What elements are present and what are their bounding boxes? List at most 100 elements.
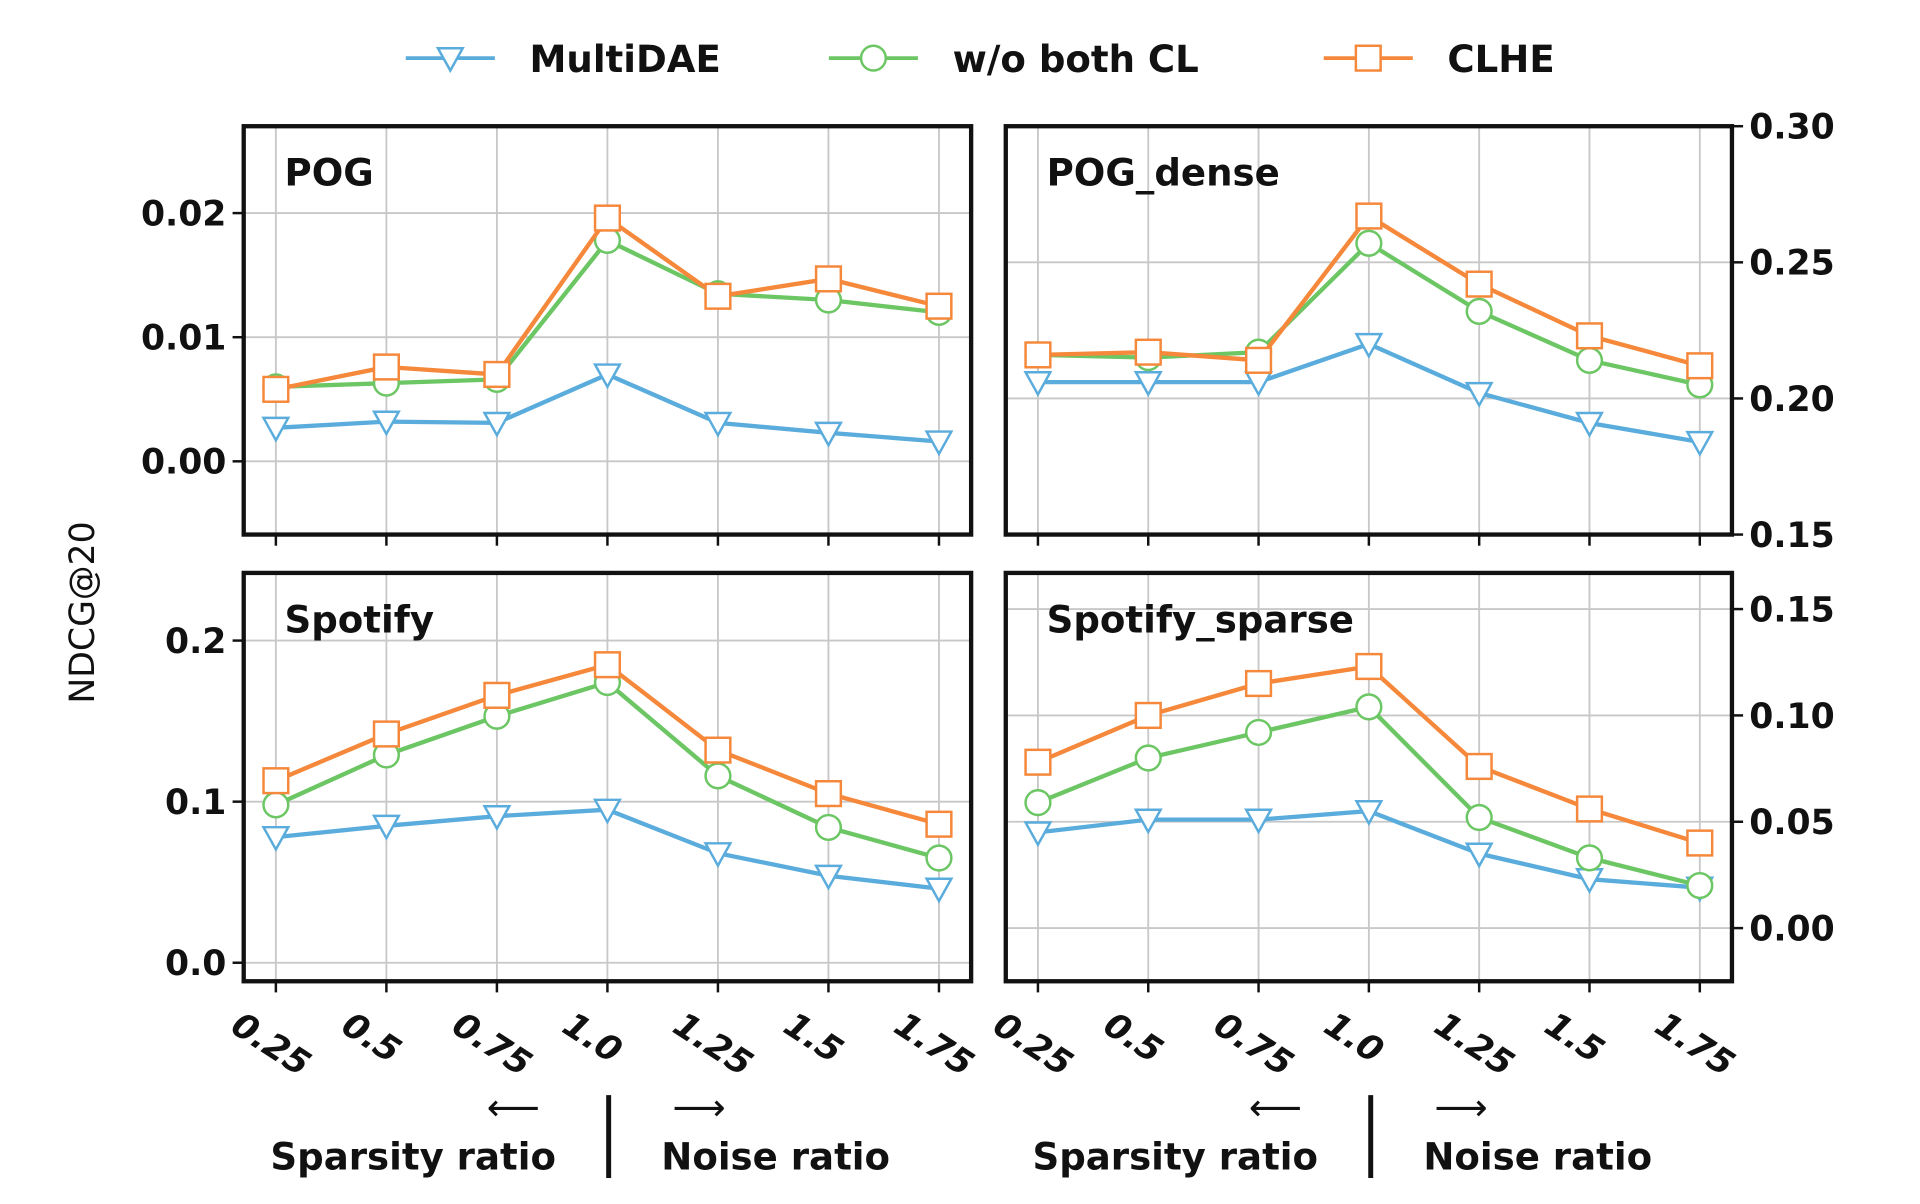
y-tick-label: 0.00 (1749, 909, 1834, 949)
data-point-triangle-down-icon (371, 410, 401, 437)
x-tick-label: 1.25 (666, 1005, 759, 1085)
series-square (262, 651, 953, 838)
data-point-square-icon (1686, 829, 1714, 857)
series-square (262, 204, 953, 403)
noise-ratio-label: Noise ratio (661, 1135, 890, 1178)
x-tick-label: 0.5 (334, 1005, 407, 1072)
panel-frame (241, 124, 974, 537)
data-point-square-icon (483, 360, 511, 389)
data-point-circle-icon (1575, 844, 1604, 872)
data-point-circle-icon (704, 762, 732, 790)
y-tick-label: 0.02 (141, 194, 226, 234)
x-tick-label: 0.25 (224, 1005, 317, 1085)
data-point-triangle-down-icon (1023, 370, 1053, 398)
x-tick-label: 1.0 (1317, 1005, 1390, 1072)
data-point-square-icon (925, 810, 953, 838)
series-triangle-down (1023, 332, 1715, 457)
x-tick-label: 0.75 (445, 1005, 538, 1085)
data-point-triangle-down-icon (813, 421, 843, 448)
data-point-square-icon (1465, 270, 1493, 298)
legend-label: w/o both CL (953, 38, 1199, 81)
panel-spotify-sparse: 0.25 0.5 0.75 1.0 1.25 1.5 1.75 0.00 0.05 0.10 0.1… (986, 570, 1835, 1085)
series-circle (1024, 693, 1714, 900)
data-point-triangle-down-icon (703, 411, 733, 438)
data-point-square-icon (1686, 352, 1714, 380)
y-axis-label: NDCG@20 (63, 521, 103, 703)
x-tick-label: 1.5 (777, 1005, 850, 1072)
data-point-triangle-down-icon (924, 877, 954, 904)
data-point-square-icon (262, 375, 290, 403)
noise-ratio-label: Noise ratio (1423, 1135, 1652, 1178)
data-point-square-icon (704, 282, 732, 310)
data-point-square-icon (814, 265, 843, 293)
data-point-circle-icon (925, 844, 953, 872)
y-tick-label: 0.2 (165, 622, 226, 662)
legend-marker-triangle-down-icon (435, 47, 465, 74)
data-point-square-icon (372, 720, 401, 748)
data-point-circle-icon (1465, 803, 1493, 832)
data-point-triangle-down-icon (482, 805, 512, 832)
x-tick-label: 1.0 (556, 1005, 629, 1072)
data-point-square-icon (1244, 669, 1273, 698)
panel-frame (241, 570, 974, 984)
legend-label: MultiDAE (529, 38, 720, 81)
data-point-triangle-down-icon (924, 430, 954, 457)
data-point-triangle-down-icon (261, 416, 291, 443)
panel-spotify: 0.25 0.5 0.75 1.0 1.25 1.5 1.75 0.0 0.1 0.2 Spotif… (165, 570, 980, 1085)
sparsity-ratio-label: Sparsity ratio (1032, 1135, 1318, 1178)
x-tick-label: 0.25 (986, 1005, 1079, 1085)
data-point-square-icon (1134, 338, 1162, 366)
legend-marker-square-icon (1354, 44, 1382, 72)
data-point-square-icon (814, 779, 843, 808)
data-point-circle-icon (1244, 718, 1273, 747)
data-point-circle-icon (1024, 789, 1052, 817)
series-circle (262, 668, 953, 872)
data-point-circle-icon (1355, 229, 1383, 257)
y-tick-label: 0.10 (1749, 697, 1834, 737)
data-point-triangle-down-icon (703, 842, 733, 869)
y-tick-label: 0.20 (1749, 380, 1834, 420)
series-triangle-down (261, 363, 954, 457)
data-point-square-icon (1465, 752, 1493, 781)
data-point-triangle-down-icon (1354, 332, 1384, 359)
data-point-square-icon (1355, 202, 1383, 230)
data-point-circle-icon (1355, 693, 1383, 721)
y-tick-label: 0.01 (141, 319, 226, 359)
y-tick-label: 0.30 (1749, 108, 1834, 148)
y-tick-label: 0.25 (1749, 244, 1834, 284)
panels: 0.00 0.01 0.02 POG 0.15 0.20 0.25 0.30 POG_dense… (141, 108, 1835, 1085)
data-point-triangle-down-icon (592, 798, 622, 825)
series-triangle-down (261, 798, 954, 904)
right-arrow-icon: ⟶ (672, 1086, 725, 1129)
data-point-triangle-down-icon (1464, 381, 1494, 408)
data-point-circle-icon (1686, 871, 1714, 900)
y-tick-label: 0.0 (165, 944, 226, 984)
panel-frame (1003, 124, 1735, 537)
x-tick-label: 1.75 (887, 1005, 980, 1085)
left-arrow-icon: ⟵ (1249, 1086, 1302, 1129)
data-point-square-icon (1024, 341, 1052, 369)
y-tick-label: 0.00 (141, 443, 226, 483)
series-square (1024, 652, 1714, 857)
data-point-square-icon (1244, 346, 1273, 374)
right-arrow-icon: ⟶ (1434, 1086, 1487, 1129)
data-point-triangle-down-icon (592, 363, 622, 390)
panel-title: POG (285, 152, 374, 195)
x-tick-label: 0.5 (1096, 1005, 1169, 1072)
x-tick-label: 1.75 (1648, 1005, 1741, 1085)
data-point-triangle-down-icon (1575, 411, 1604, 438)
legend-marker-circle-icon (859, 44, 888, 72)
data-point-square-icon (1024, 748, 1052, 776)
y-tick-label: 0.15 (1749, 516, 1834, 556)
data-point-circle-icon (262, 791, 290, 819)
panel-title: Spotify (285, 598, 435, 641)
data-point-square-icon (1575, 795, 1604, 823)
data-point-circle-icon (814, 813, 843, 842)
data-point-triangle-down-icon (1685, 430, 1715, 457)
y-tick-label: 0.1 (165, 783, 226, 823)
panel-pog-dense: 0.15 0.20 0.25 0.30 POG_dense (1003, 108, 1835, 556)
data-point-circle-icon (1575, 346, 1604, 374)
legend: MultiDAE w/o both CL CLHE (405, 38, 1555, 81)
ratio-axis-label: ⟵ ⟶ Sparsity ratio Noise ratio (270, 1086, 890, 1179)
data-point-triangle-down-icon (1133, 808, 1163, 835)
